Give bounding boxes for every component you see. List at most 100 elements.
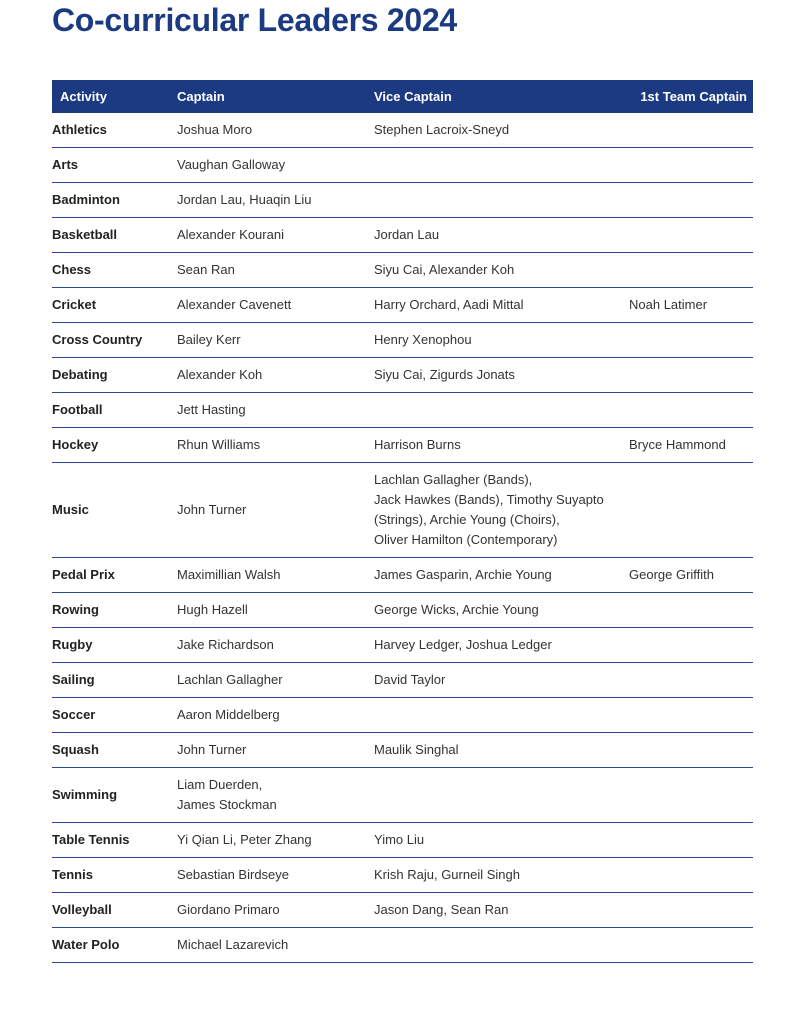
table-row: Rowing Hugh Hazell George Wicks, Archie Yo… [52,592,753,628]
captain-cell: Sean Ran [177,252,374,288]
first-team-captain-cell [629,322,753,358]
table-row: Chess Sean Ran Siyu Cai, Alexander Koh [52,252,753,288]
activity-cell: Hockey [52,427,177,463]
table-row: Badminton Jordan Lau, Huaqin Liu [52,182,753,218]
vice-captain-cell [374,182,629,218]
activity-cell: Pedal Prix [52,557,177,593]
vice-captain-cell: Harrison Burns [374,427,629,463]
captain-cell: Yi Qian Li, Peter Zhang [177,822,374,858]
activity-cell: Cross Country [52,322,177,358]
captain-cell: Rhun Williams [177,427,374,463]
table-row: Rugby Jake Richardson Harvey Ledger, Joshu… [52,627,753,663]
first-team-captain-cell [629,182,753,218]
vice-captain-cell: Henry Xenophou [374,322,629,358]
table-row: Cross Country Bailey Kerr Henry Xenophou [52,322,753,358]
first-team-captain-cell [629,357,753,393]
first-team-captain-cell: Noah Latimer [629,287,753,323]
vice-captain-cell [374,392,629,428]
table-row: Sailing Lachlan Gallagher David Taylor [52,662,753,698]
activity-cell: Table Tennis [52,822,177,858]
table-header-row: Activity Captain Vice Captain 1st Team C… [52,80,753,113]
vice-captain-cell: Lachlan Gallagher (Bands), Jack Hawkes (… [374,462,629,558]
vice-captain-cell: Maulik Singhal [374,732,629,768]
vice-captain-cell: Jason Dang, Sean Ran [374,892,629,928]
captain-cell: Bailey Kerr [177,322,374,358]
captain-cell: Alexander Cavenett [177,287,374,323]
table-row: Tennis Sebastian Birdseye Krish Raju, Gurn… [52,857,753,893]
table-row: Basketball Alexander Kourani Jordan Lau [52,217,753,253]
vice-captain-cell: Harvey Ledger, Joshua Ledger [374,627,629,663]
first-team-captain-cell [629,147,753,183]
vice-captain-cell: Siyu Cai, Zigurds Jonats [374,357,629,393]
first-team-captain-cell [629,927,753,963]
captain-cell: Jordan Lau, Huaqin Liu [177,182,374,218]
vice-captain-cell [374,927,629,963]
activity-cell: Chess [52,252,177,288]
first-team-captain-cell [629,392,753,428]
vice-captain-cell: Krish Raju, Gurneil Singh [374,857,629,893]
activity-cell: Volleyball [52,892,177,928]
captain-cell: Lachlan Gallagher [177,662,374,698]
table-row: Volleyball Giordano Primaro Jason Dang, Se… [52,892,753,928]
leaders-table: Activity Captain Vice Captain 1st Team C… [52,80,753,963]
captain-cell: Aaron Middelberg [177,697,374,733]
activity-cell: Rowing [52,592,177,628]
vice-captain-cell: James Gasparin, Archie Young [374,557,629,593]
vice-captain-cell [374,767,629,823]
captain-cell: John Turner [177,462,374,558]
first-team-captain-cell [629,462,753,558]
table-row: Cricket Alexander Cavenett Harry Orchard, … [52,287,753,323]
first-team-captain-cell [629,113,753,148]
captain-cell: Alexander Kourani [177,217,374,253]
column-header-vice-captain: Vice Captain [374,89,452,104]
first-team-captain-cell [629,252,753,288]
first-team-captain-cell [629,627,753,663]
first-team-captain-cell [629,767,753,823]
captain-cell: Alexander Koh [177,357,374,393]
first-team-captain-cell: Bryce Hammond [629,427,753,463]
table-row: Debating Alexander Koh Siyu Cai, Zigurds J… [52,357,753,393]
captain-cell: Maximillian Walsh [177,557,374,593]
captain-cell: Liam Duerden, James Stockman [177,767,374,823]
captain-cell: John Turner [177,732,374,768]
vice-captain-cell [374,697,629,733]
first-team-captain-cell [629,732,753,768]
activity-cell: Soccer [52,697,177,733]
first-team-captain-cell [629,857,753,893]
activity-cell: Cricket [52,287,177,323]
captain-cell: Jake Richardson [177,627,374,663]
activity-cell: Badminton [52,182,177,218]
table-row: Arts Vaughan Galloway [52,147,753,183]
captain-cell: Hugh Hazell [177,592,374,628]
table-row: Football Jett Hasting [52,392,753,428]
first-team-captain-cell: George Griffith [629,557,753,593]
activity-cell: Squash [52,732,177,768]
vice-captain-cell: Harry Orchard, Aadi Mittal [374,287,629,323]
vice-captain-cell: Yimo Liu [374,822,629,858]
table-row: Swimming Liam Duerden, James Stockman [52,767,753,823]
table-row: Squash John Turner Maulik Singhal [52,732,753,768]
column-header-1st-team-captain: 1st Team Captain [640,89,747,104]
activity-cell: Basketball [52,217,177,253]
vice-captain-cell [374,147,629,183]
captain-cell: Jett Hasting [177,392,374,428]
captain-cell: Vaughan Galloway [177,147,374,183]
activity-cell: Tennis [52,857,177,893]
captain-cell: Michael Lazarevich [177,927,374,963]
first-team-captain-cell [629,592,753,628]
table-row: Athletics Joshua Moro Stephen Lacroix-Sney… [52,113,753,148]
column-header-captain: Captain [177,89,225,104]
activity-cell: Water Polo [52,927,177,963]
table-row: Soccer Aaron Middelberg [52,697,753,733]
first-team-captain-cell [629,217,753,253]
vice-captain-cell: David Taylor [374,662,629,698]
vice-captain-cell: Jordan Lau [374,217,629,253]
first-team-captain-cell [629,697,753,733]
activity-cell: Swimming [52,767,177,823]
vice-captain-cell: George Wicks, Archie Young [374,592,629,628]
captain-cell: Sebastian Birdseye [177,857,374,893]
captain-cell: Giordano Primaro [177,892,374,928]
table-row: Table Tennis Yi Qian Li, Peter Zhang Yimo … [52,822,753,858]
captain-cell: Joshua Moro [177,113,374,148]
activity-cell: Athletics [52,113,177,148]
